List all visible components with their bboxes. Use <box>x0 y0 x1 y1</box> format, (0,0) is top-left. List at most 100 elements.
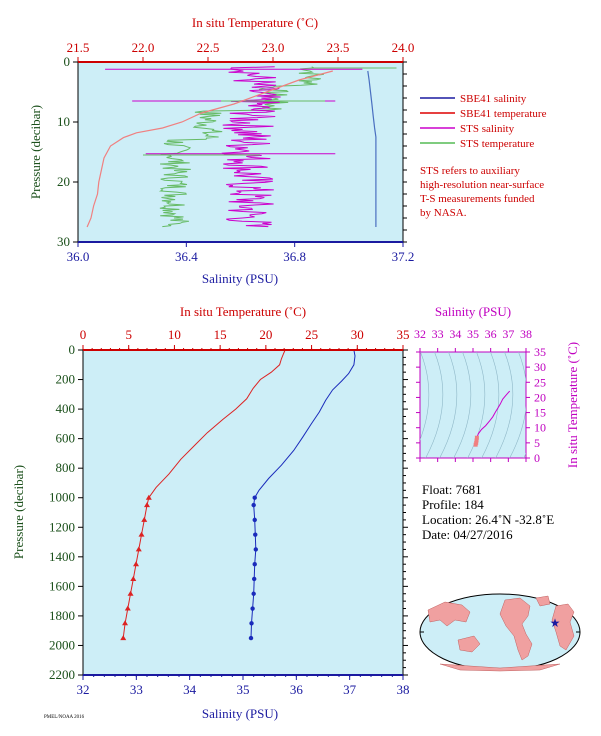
profile-temperature-marker <box>145 494 152 500</box>
profile-temp-tick-label: 20 <box>259 327 272 342</box>
ts-deep-marker <box>474 438 479 443</box>
note-line-1: STS refers to auxiliary <box>420 165 520 177</box>
profile-salinity-axis-label: Salinity (PSU) <box>202 706 278 721</box>
profile-temperature-marker <box>138 531 145 537</box>
top-salinity-tick-label: 37.2 <box>392 249 415 264</box>
profile-temperature-marker <box>130 575 137 581</box>
ts-density-contour <box>509 352 526 458</box>
top-panel: 21.5 22.0 22.5 23.0 23.5 24.0 36.0 36.4 36.8 37.2… <box>28 15 547 286</box>
ts-salinity-tick-label: 38 <box>520 327 532 341</box>
top-salinity-axis-label: Salinity (PSU) <box>202 271 278 286</box>
profile-pressure-tick-label: 800 <box>56 460 76 475</box>
legend-label-sbe41-temperature: SBE41 temperature <box>460 108 547 120</box>
ts-salinity-tick-label: 36 <box>485 327 497 341</box>
profile-salinity-tick-label: 32 <box>77 682 90 697</box>
top-salinity-tick-label: 36.4 <box>175 249 198 264</box>
ts-salinity-tick-label: 37 <box>502 327 514 341</box>
profile-salinity-marker <box>252 576 257 582</box>
top-temp-tick-label: 22.0 <box>132 40 155 55</box>
ts-plot-area <box>419 351 527 459</box>
profile-plot-area <box>82 349 404 676</box>
profile-salinity-tick-label: 36 <box>290 682 304 697</box>
ts-temp-tick-label: 25 <box>534 375 546 389</box>
top-pressure-axis-label: Pressure (decibar) <box>28 105 43 199</box>
legend-label-sbe41-salinity: SBE41 salinity <box>460 93 527 105</box>
profile-pressure-tick-label: 400 <box>56 401 76 416</box>
ts-density-contour <box>453 352 472 458</box>
profile-salinity-marker <box>249 621 254 626</box>
info-float: Float: 7681 <box>422 482 482 497</box>
profile-temp-tick-label: 30 <box>351 327 364 342</box>
profile-temp-tick-label: 15 <box>214 327 227 342</box>
ts-density-contour <box>439 352 458 458</box>
top-temp-tick-label: 24.0 <box>392 40 415 55</box>
top-salinity-tick-label: 36.0 <box>67 249 90 264</box>
sbe41-salinity-line <box>367 70 377 227</box>
profile-temp-tick-label: 25 <box>305 327 318 342</box>
map-land <box>427 595 575 672</box>
top-pressure-tick-label: 30 <box>57 234 70 249</box>
note-line-2: high-resolution near-surface <box>420 179 544 191</box>
sbe41-temperature-line <box>86 70 333 228</box>
profile-salinity-marker <box>248 635 254 641</box>
ts-density-contour <box>481 352 500 458</box>
ts-density-contours <box>420 352 526 458</box>
top-series-group <box>86 66 397 228</box>
top-temp-tick-label: 23.0 <box>262 40 285 55</box>
profile-salinity-tick-label: 38 <box>397 682 410 697</box>
profile-pressure-tick-label: 200 <box>56 372 76 387</box>
ts-salinity-axis-label: Salinity (PSU) <box>435 304 511 319</box>
float-location-star-icon: ★ <box>550 616 561 630</box>
profile-panel: 0 5 10 15 20 25 30 35 32 33 34 35 36 37 38 0 200 400 600 80… <box>11 304 410 721</box>
note-line-4: by NASA. <box>420 207 467 219</box>
top-salinity-tick-label: 36.8 <box>283 249 306 264</box>
profile-temperature-marker <box>135 546 142 552</box>
ts-deep-marker <box>474 440 479 445</box>
profile-pressure-tick-label: 0 <box>69 342 76 357</box>
profile-salinity-marker <box>253 547 258 552</box>
profile-salinity-tick-label: 34 <box>183 682 197 697</box>
ts-temp-tick-label: 10 <box>534 421 546 435</box>
profile-salinity-marker <box>251 591 256 596</box>
ts-series-group <box>473 390 511 447</box>
ts-temp-tick-label: 5 <box>534 436 540 450</box>
top-legend: SBE41 salinity SBE41 temperature STS sal… <box>420 93 547 150</box>
ts-salinity-tick-label: 32 <box>414 327 426 341</box>
profile-salinity-marker <box>252 562 257 567</box>
profile-temperature-marker <box>122 620 129 626</box>
ts-temp-axis-label: In situ Temperature (˚C) <box>565 342 580 468</box>
profile-temp-tick-label: 35 <box>397 327 410 342</box>
ts-temp-tick-label: 15 <box>534 406 546 420</box>
world-map: ★ <box>419 593 581 672</box>
profile-salinity-tick-label: 33 <box>130 682 143 697</box>
profile-pressure-tick-label: 1400 <box>49 549 75 564</box>
profile-salinity-tick-label: 37 <box>343 682 357 697</box>
ts-deep-marker <box>474 435 479 440</box>
profile-pressure-tick-label: 600 <box>56 431 76 446</box>
top-temp-tick-label: 21.5 <box>67 40 90 55</box>
profile-salinity-marker <box>251 502 256 508</box>
profile-temperature-marker <box>127 590 134 596</box>
ts-temp-tick-label: 35 <box>534 345 546 359</box>
ts-density-contour <box>523 452 526 458</box>
profile-pressure-tick-label: 1000 <box>49 490 75 505</box>
top-axes-group: 21.5 22.0 22.5 23.0 23.5 24.0 36.0 36.4 36.8 37.2… <box>57 40 414 264</box>
top-temp-axis-label: In situ Temperature (˚C) <box>192 15 318 30</box>
top-temp-tick-label: 23.5 <box>327 40 350 55</box>
profile-temperature-line <box>122 349 286 639</box>
profile-pressure-tick-label: 2000 <box>49 637 75 652</box>
profile-salinity-marker <box>252 517 257 523</box>
profile-temp-axis-label: In situ Temperature (˚C) <box>180 304 306 319</box>
top-note: STS refers to auxiliary high-resolution … <box>420 165 544 219</box>
ts-salinity-tick-label: 35 <box>467 327 479 341</box>
sts-salinity-line <box>221 66 281 228</box>
profile-temperature-marker <box>144 502 150 508</box>
legend-label-sts-salinity: STS salinity <box>460 123 515 135</box>
info-location: Location: 26.4˚N -32.8˚E <box>422 512 554 527</box>
top-pressure-tick-label: 10 <box>57 114 70 129</box>
float-info: Float: 7681 Profile: 184 Location: 26.4˚… <box>422 482 554 542</box>
profile-temp-tick-label: 10 <box>168 327 181 342</box>
ts-density-contour <box>467 352 486 458</box>
ts-density-contour <box>425 352 444 458</box>
